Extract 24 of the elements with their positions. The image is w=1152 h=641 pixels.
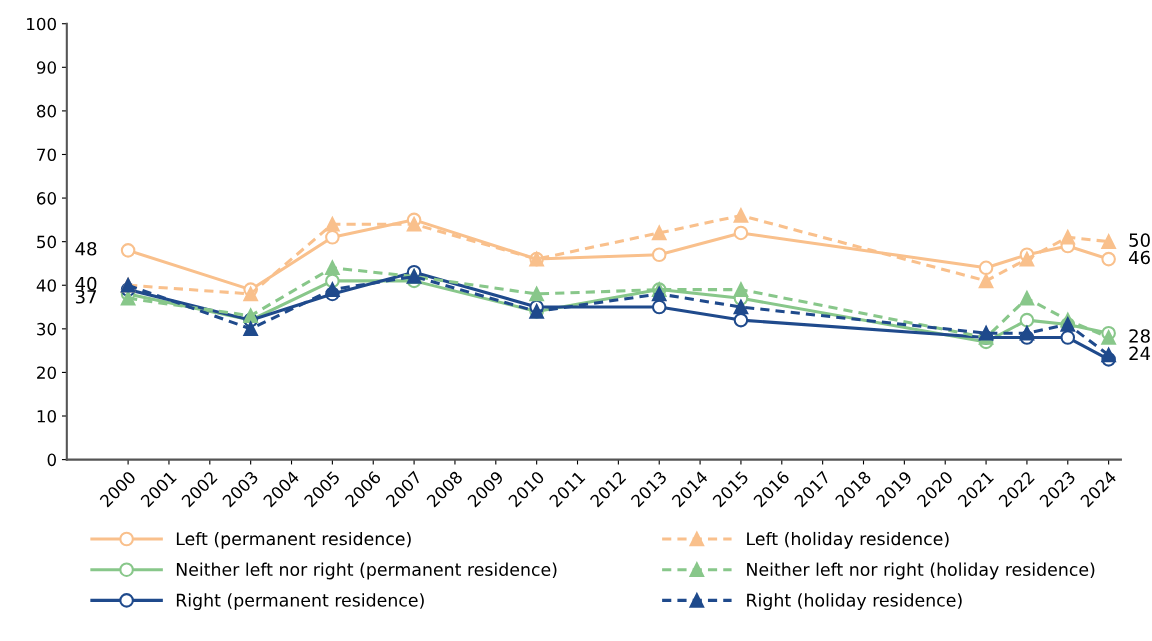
legend-label: Left (permanent residence) — [176, 531, 411, 549]
y-tick-label: 100 — [27, 17, 56, 31]
legend-label: Neither left nor right (permanent residence) — [176, 562, 557, 580]
annotation: 46 — [1128, 250, 1150, 265]
legend-label: Right (holiday residence) — [747, 593, 962, 611]
legend-label: Right (permanent residence) — [176, 593, 424, 611]
annotation: 50 — [1129, 233, 1150, 247]
annotation: 24 — [1129, 346, 1151, 360]
y-tick-label: 30 — [37, 322, 56, 336]
y-tick-label: 50 — [37, 235, 56, 249]
y-tick-label: 80 — [37, 104, 56, 118]
annotation: 48 — [75, 241, 97, 256]
legend-label: Neither left nor right (holiday residence) — [747, 562, 1095, 580]
annotation: 37 — [75, 289, 96, 304]
y-tick-label: 60 — [37, 192, 56, 205]
y-tick-label: 70 — [37, 148, 56, 162]
y-tick-label: 10 — [37, 409, 56, 423]
annotation: 40 — [75, 276, 97, 291]
legend-label: Left (holiday residence) — [747, 531, 949, 549]
y-tick-label: 0 — [47, 453, 56, 467]
annotation: 28 — [1129, 329, 1150, 343]
y-tick-label: 20 — [37, 366, 56, 379]
y-tick-label: 40 — [36, 279, 56, 292]
y-tick-label: 90 — [36, 61, 56, 74]
